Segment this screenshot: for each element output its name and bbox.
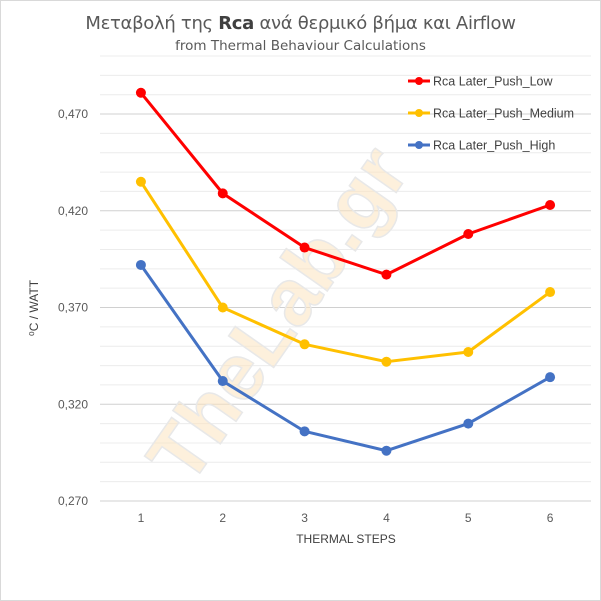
legend-label: Rca Later_Push_High <box>433 139 555 153</box>
chart-subtitle: from Thermal Behaviour Calculations <box>175 38 426 54</box>
y-tick-label: 0,470 <box>58 107 88 121</box>
data-point <box>463 229 474 239</box>
data-point <box>545 199 556 210</box>
series-line-1 <box>139 180 551 364</box>
series-lines <box>135 87 556 456</box>
data-point <box>135 259 146 270</box>
legend-marker <box>415 109 423 117</box>
x-tick-label: 3 <box>301 511 308 525</box>
data-point <box>545 372 556 383</box>
y-tick-label: 0,320 <box>58 397 88 411</box>
x-tick-label: 4 <box>383 511 390 525</box>
x-tick-label: 6 <box>547 511 554 525</box>
data-point <box>463 347 474 358</box>
y-tick-label: 0,420 <box>58 204 88 218</box>
legend-marker <box>415 141 423 149</box>
x-tick-label: 5 <box>465 511 472 525</box>
data-point <box>299 339 310 350</box>
legend-label: Rca Later_Push_Low <box>433 75 553 89</box>
data-point <box>381 356 392 367</box>
y-tick-label: 0,270 <box>58 494 88 508</box>
data-point <box>299 242 310 253</box>
x-axis-ticks: 1 2 3 4 5 6 <box>138 511 554 525</box>
data-point <box>381 269 392 280</box>
data-point <box>545 287 556 298</box>
x-tick-label: 1 <box>138 511 145 525</box>
data-point <box>217 376 228 387</box>
y-axis-label: ⁰C / WATT <box>27 279 41 336</box>
series-line-2 <box>139 264 551 453</box>
data-point <box>135 87 146 98</box>
data-point <box>381 445 392 456</box>
data-point <box>299 426 310 437</box>
data-point <box>217 302 228 313</box>
chart-title-suffix: ανά θερμικό βήμα και Airflow <box>254 13 516 34</box>
chart-title-bold: Rca <box>218 13 255 34</box>
y-axis-ticks: 0,270 0,320 0,370 0,420 0,470 <box>58 107 88 508</box>
chart-title-prefix: Μεταβολή της <box>85 13 219 34</box>
legend-marker <box>415 77 423 85</box>
data-point <box>217 188 228 199</box>
x-axis-label: THERMAL STEPS <box>296 532 396 546</box>
legend: Rca Later_Push_Low Rca Later_Push_Medium R… <box>408 75 574 153</box>
series-line-0 <box>139 91 551 277</box>
y-tick-label: 0,370 <box>58 301 88 315</box>
gridlines <box>100 55 591 502</box>
data-point <box>463 418 474 429</box>
x-tick-label: 2 <box>219 511 226 525</box>
chart-title: Μεταβολή της Rca ανά θερμικό βήμα και Ai… <box>0 13 601 34</box>
legend-label: Rca Later_Push_Medium <box>433 107 574 121</box>
data-point <box>135 176 146 187</box>
